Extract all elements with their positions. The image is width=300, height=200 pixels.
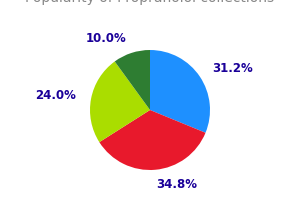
Wedge shape [150,50,210,133]
Text: 34.8%: 34.8% [157,178,198,191]
Text: 31.2%: 31.2% [212,62,253,75]
Title: Popularity of Propranolol collections: Popularity of Propranolol collections [26,0,275,5]
Wedge shape [115,50,150,110]
Text: 10.0%: 10.0% [86,32,127,45]
Wedge shape [90,61,150,142]
Text: 24.0%: 24.0% [35,89,76,102]
Wedge shape [99,110,206,170]
